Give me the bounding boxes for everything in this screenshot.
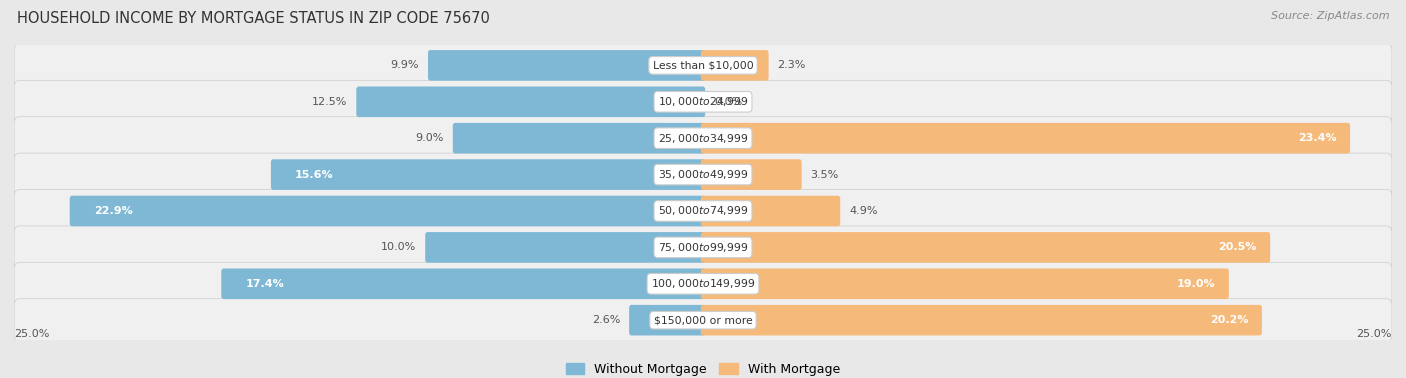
Text: HOUSEHOLD INCOME BY MORTGAGE STATUS IN ZIP CODE 75670: HOUSEHOLD INCOME BY MORTGAGE STATUS IN Z… (17, 11, 489, 26)
FancyBboxPatch shape (700, 50, 769, 81)
Legend: Without Mortgage, With Mortgage: Without Mortgage, With Mortgage (561, 358, 845, 378)
Text: 25.0%: 25.0% (1357, 329, 1392, 339)
Text: 9.9%: 9.9% (391, 60, 419, 70)
FancyBboxPatch shape (14, 262, 1392, 305)
Text: 19.0%: 19.0% (1177, 279, 1216, 289)
Text: 20.2%: 20.2% (1211, 315, 1249, 325)
FancyBboxPatch shape (700, 123, 1350, 153)
Text: 17.4%: 17.4% (246, 279, 284, 289)
Text: $75,000 to $99,999: $75,000 to $99,999 (658, 241, 748, 254)
FancyBboxPatch shape (221, 268, 706, 299)
Text: 9.0%: 9.0% (416, 133, 444, 143)
Text: 20.5%: 20.5% (1219, 242, 1257, 253)
FancyBboxPatch shape (14, 153, 1392, 196)
Text: 10.0%: 10.0% (381, 242, 416, 253)
Text: $25,000 to $34,999: $25,000 to $34,999 (658, 132, 748, 145)
Text: $35,000 to $49,999: $35,000 to $49,999 (658, 168, 748, 181)
FancyBboxPatch shape (356, 87, 706, 117)
FancyBboxPatch shape (700, 305, 1261, 335)
Text: Source: ZipAtlas.com: Source: ZipAtlas.com (1271, 11, 1389, 21)
Text: $50,000 to $74,999: $50,000 to $74,999 (658, 204, 748, 217)
FancyBboxPatch shape (271, 159, 706, 190)
FancyBboxPatch shape (628, 305, 706, 335)
Text: 12.5%: 12.5% (312, 97, 347, 107)
Text: 25.0%: 25.0% (14, 329, 49, 339)
FancyBboxPatch shape (425, 232, 706, 263)
Text: 3.5%: 3.5% (810, 170, 839, 180)
FancyBboxPatch shape (14, 44, 1392, 87)
Text: $100,000 to $149,999: $100,000 to $149,999 (651, 277, 755, 290)
Text: 4.9%: 4.9% (849, 206, 877, 216)
FancyBboxPatch shape (700, 268, 1229, 299)
FancyBboxPatch shape (453, 123, 706, 153)
FancyBboxPatch shape (70, 196, 706, 226)
FancyBboxPatch shape (14, 226, 1392, 269)
Text: 22.9%: 22.9% (94, 206, 132, 216)
Text: 23.4%: 23.4% (1298, 133, 1337, 143)
FancyBboxPatch shape (700, 232, 1270, 263)
FancyBboxPatch shape (700, 196, 841, 226)
Text: 2.6%: 2.6% (592, 315, 620, 325)
Text: 2.3%: 2.3% (778, 60, 806, 70)
FancyBboxPatch shape (427, 50, 706, 81)
Text: $150,000 or more: $150,000 or more (654, 315, 752, 325)
FancyBboxPatch shape (14, 299, 1392, 342)
FancyBboxPatch shape (14, 117, 1392, 160)
Text: 15.6%: 15.6% (295, 170, 333, 180)
Text: Less than $10,000: Less than $10,000 (652, 60, 754, 70)
Text: $10,000 to $24,999: $10,000 to $24,999 (658, 95, 748, 108)
FancyBboxPatch shape (14, 189, 1392, 232)
FancyBboxPatch shape (700, 159, 801, 190)
FancyBboxPatch shape (14, 80, 1392, 123)
Text: 0.0%: 0.0% (714, 97, 742, 107)
